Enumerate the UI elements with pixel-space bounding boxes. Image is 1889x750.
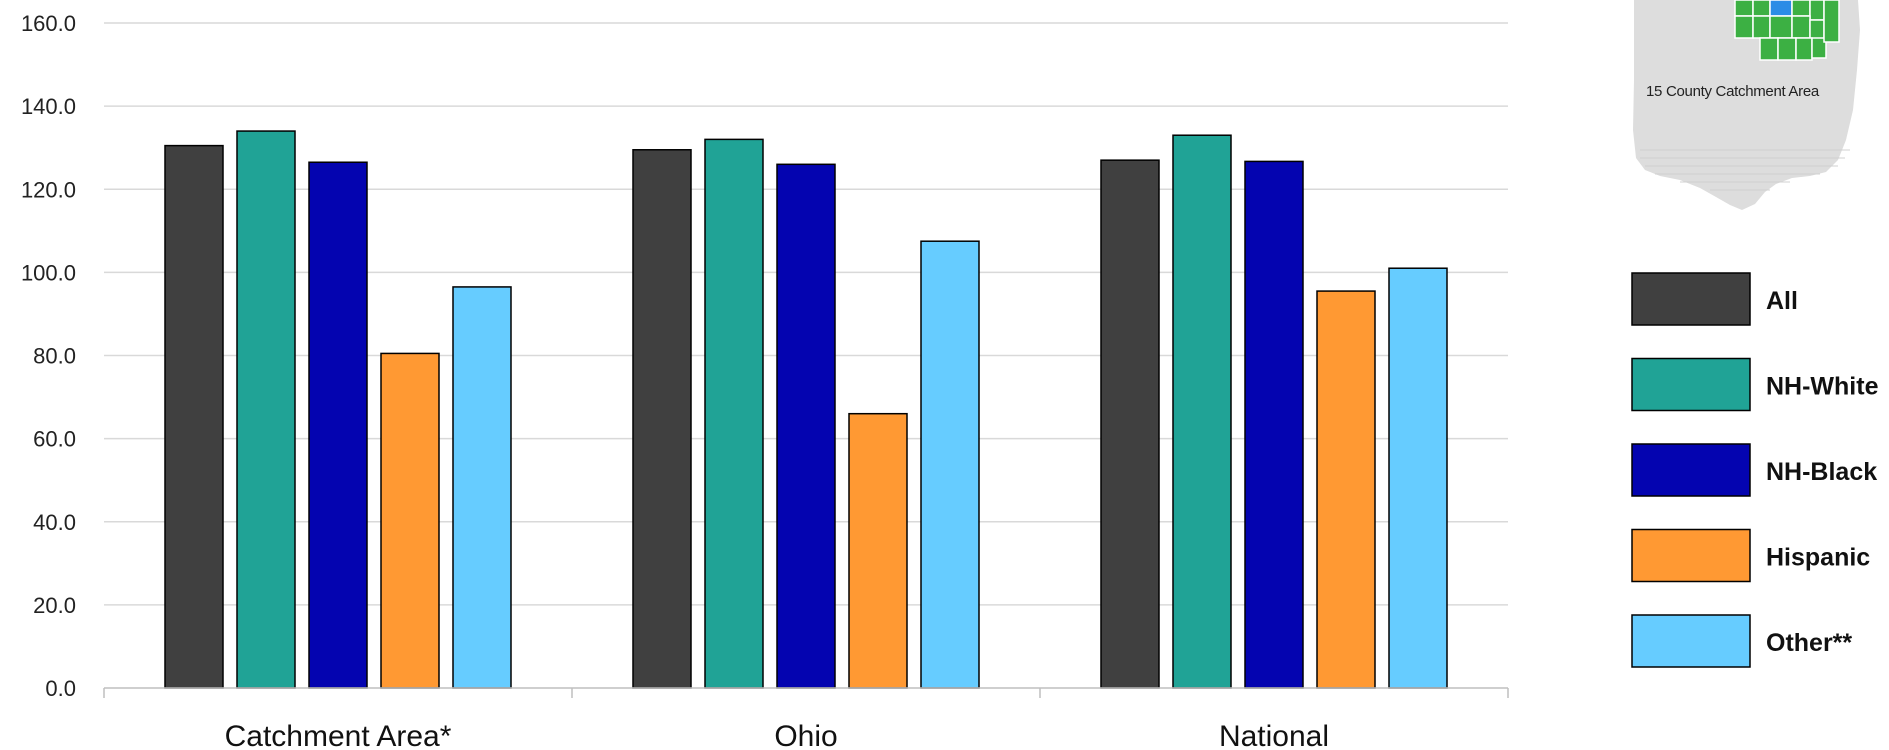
- y-tick-label: 140.0: [21, 94, 76, 119]
- county: [1791, 0, 1811, 17]
- legend-swatch: [1631, 272, 1751, 326]
- bar-hispanic: [848, 412, 908, 689]
- bar-hispanic: [1316, 290, 1376, 689]
- legend-swatch: [1631, 357, 1751, 412]
- y-tick-label: 20.0: [33, 593, 76, 618]
- county: [1811, 37, 1827, 59]
- bar-other: [452, 286, 512, 689]
- bar-other: [1388, 267, 1448, 689]
- county: [1769, 0, 1793, 17]
- legend-swatch: [1631, 614, 1751, 668]
- county: [1823, 0, 1840, 43]
- county: [1809, 19, 1825, 41]
- legend-label: NH-Black: [1766, 458, 1877, 486]
- county: [1759, 37, 1779, 61]
- county: [1809, 0, 1825, 21]
- bars: [164, 130, 1448, 689]
- x-axis: [103, 687, 1509, 698]
- county: [1752, 15, 1771, 39]
- county: [1777, 37, 1797, 61]
- x-category-label: Ohio: [774, 720, 837, 750]
- legend-label: Hispanic: [1766, 544, 1870, 572]
- legend-swatch: [1631, 443, 1751, 497]
- county: [1734, 15, 1754, 39]
- map-caption: 15 County Catchment Area: [1646, 83, 1820, 100]
- catchment-area-counties: [1734, 0, 1840, 61]
- bar-all: [1100, 159, 1160, 689]
- bar-nh-white: [704, 138, 764, 689]
- bar-other: [920, 240, 980, 689]
- y-tick-label: 60.0: [33, 427, 76, 452]
- state-hatching: [1640, 149, 1850, 191]
- y-tick-label: 120.0: [21, 177, 76, 202]
- y-tick-label: 160.0: [21, 11, 76, 36]
- bar-nh-black: [308, 161, 368, 689]
- bar-hispanic: [380, 352, 440, 689]
- legend: All NH-White NH-Black Hispanic Other**: [1631, 272, 1879, 668]
- bar-nh-white: [1172, 134, 1232, 689]
- legend-label: All: [1766, 287, 1798, 315]
- y-tick-label: 80.0: [33, 344, 76, 369]
- ohio-map-inset: 15 County Catchment Area: [1633, 0, 1860, 210]
- legend-swatch: [1631, 528, 1751, 583]
- y-tick-label: 0.0: [45, 676, 76, 701]
- y-tick-label: 40.0: [33, 510, 76, 535]
- bar-nh-white: [236, 130, 296, 689]
- county: [1734, 0, 1754, 17]
- x-category-label: Catchment Area*: [225, 720, 452, 750]
- legend-label: NH-White: [1766, 373, 1879, 401]
- bar-all: [164, 144, 224, 689]
- county: [1752, 0, 1771, 17]
- county: [1795, 37, 1813, 61]
- y-axis-tick-labels: 0.0 20.0 40.0 60.0 80.0 100.0 120.0 140.0 160.0: [21, 11, 76, 701]
- y-tick-label: 100.0: [21, 260, 76, 285]
- bar-nh-black: [1244, 160, 1304, 689]
- bar-all: [632, 149, 692, 689]
- county: [1791, 15, 1811, 39]
- x-axis-category-labels: Catchment Area* Ohio National: [225, 720, 1329, 750]
- county: [1769, 15, 1793, 39]
- legend-label: Other**: [1766, 629, 1852, 657]
- bar-nh-black: [776, 163, 836, 689]
- x-category-label: National: [1219, 720, 1329, 750]
